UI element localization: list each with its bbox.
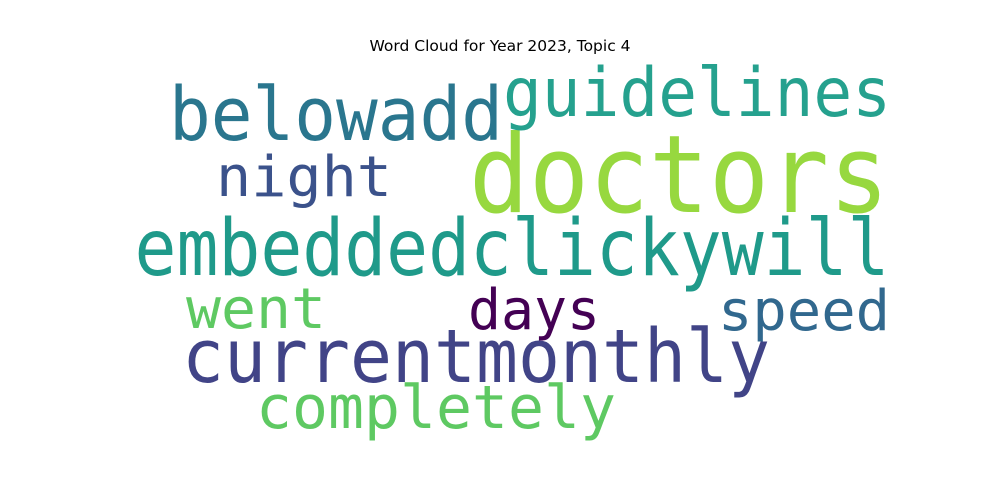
chart-title: Word Cloud for Year 2023, Topic 4 bbox=[369, 37, 631, 55]
word-speed: speed bbox=[718, 279, 890, 344]
word-doctors: doctors bbox=[469, 113, 889, 238]
word-belowadd: belowadd bbox=[169, 72, 503, 158]
word-night: night bbox=[216, 145, 392, 210]
word-guidelines: guidelines bbox=[503, 54, 891, 133]
word-days: days bbox=[468, 278, 600, 343]
word-embeddedclickywill: embeddedclickywill bbox=[135, 204, 890, 294]
word-completely: completely bbox=[256, 373, 616, 443]
word-currentmonthly: currentmonthly bbox=[182, 314, 770, 400]
word-went: went bbox=[186, 277, 326, 342]
